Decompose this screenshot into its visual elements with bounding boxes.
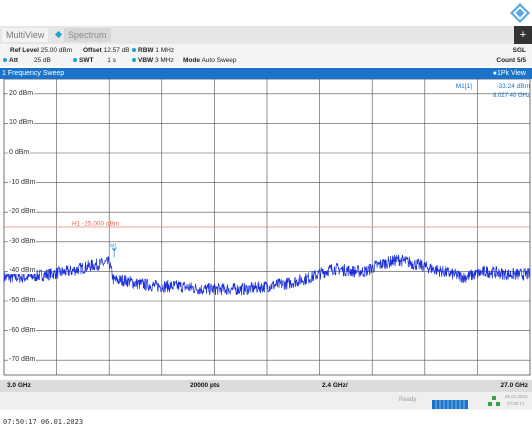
- coupled-indicator-icon: [73, 58, 77, 63]
- sweep-points: 20000 pts: [190, 382, 220, 389]
- window-title-bar[interactable]: 1 Frequency Sweep ●1Pk View: [0, 68, 532, 79]
- window-title: 1 Frequency Sweep: [2, 70, 65, 77]
- tab-bar: MultiView Spectrum: [0, 26, 532, 44]
- status-bar: Ready 06.01.2023 07:50:17: [0, 392, 532, 410]
- plus-icon: +: [519, 29, 527, 41]
- trace-icon: ●: [492, 70, 497, 77]
- y-tick-label: 10 dBm: [8, 119, 35, 127]
- spectrum-plot[interactable]: H1 -25.000 dBm M1 20 dBm 10 dBm 0 dBm -10 d…: [0, 78, 532, 379]
- ready-status: Ready: [399, 397, 417, 403]
- measurement-parameters: Ref Level 25.00 dBm Offset 12.57 dB RBW …: [0, 44, 532, 66]
- y-tick-label: -60 dBm: [8, 326, 37, 334]
- y-tick-label: 0 dBm: [8, 149, 31, 156]
- stop-frequency: 27.0 GHz: [500, 382, 528, 389]
- y-tick-label: -20 dBm: [8, 208, 37, 216]
- tab-multiview[interactable]: MultiView: [2, 28, 49, 42]
- trace-line: [3, 254, 531, 296]
- threshold-label: H1 -25.000 dBm: [72, 221, 119, 228]
- y-tick-label: -40 dBm: [8, 267, 37, 275]
- frequency-axis-bar: 3.0 GHz 20000 pts 2.4 GHz/ 27.0 GHz: [0, 380, 532, 392]
- marker-frequency: 8.027 40 GHz: [492, 93, 530, 99]
- screenshot-timestamp: 07:50:17 06.01.2023: [3, 418, 84, 426]
- trace-1: [3, 254, 531, 296]
- active-tab-indicator-icon: [55, 31, 62, 38]
- marker-label: M1: [110, 243, 117, 249]
- y-tick-label: -10 dBm: [8, 178, 37, 186]
- y-tick-label: -30 dBm: [8, 237, 37, 245]
- threshold-line-h1: H1 -25.000 dBm: [4, 221, 530, 228]
- coupled-indicator-icon: [3, 58, 7, 63]
- status-time: 07:50:17: [507, 401, 525, 406]
- trace-view-label: ●1Pk View: [492, 70, 526, 77]
- marker-m1: M1: [110, 243, 117, 258]
- y-tick-label: 20 dBm: [8, 89, 35, 97]
- attenuation[interactable]: Att 25 dB: [2, 57, 51, 64]
- marker-triangle: [111, 248, 117, 252]
- single-sweep-indicator: SGL: [512, 47, 526, 54]
- status-date: 06.01.2023: [505, 394, 528, 399]
- sweep-mode[interactable]: Mode Auto Sweep: [183, 57, 237, 64]
- sweep-count: Count 5/5: [496, 57, 526, 64]
- coupled-indicator-icon: [132, 48, 136, 53]
- coupled-indicator-icon: [132, 58, 136, 63]
- progress-bar: [432, 396, 468, 409]
- offset[interactable]: Offset 12.57 dB: [83, 47, 130, 54]
- network-icon: [488, 396, 500, 406]
- rohde-schwarz-logo-icon: [510, 3, 530, 23]
- vbw[interactable]: VBW 3 MHz: [131, 57, 174, 64]
- progress-bar-segments-icon: [432, 400, 468, 409]
- span-per-division: 2.4 GHz/: [322, 382, 348, 389]
- y-tick-label: -50 dBm: [8, 297, 37, 304]
- ref-level[interactable]: Ref Level 25.00 dBm: [10, 47, 73, 54]
- marker-level: -33.24 dBm: [496, 83, 530, 90]
- sweep-time[interactable]: SWT 1 s: [72, 57, 116, 64]
- spectrum-plot-svg: H1 -25.000 dBm M1: [3, 78, 531, 376]
- tab-spectrum[interactable]: Spectrum: [64, 28, 111, 42]
- y-tick-label: -70 dBm: [8, 356, 37, 364]
- start-frequency: 3.0 GHz: [7, 382, 31, 389]
- rbw[interactable]: RBW 1 MHz: [131, 47, 174, 54]
- marker-name: M1[1]: [455, 83, 472, 90]
- add-window-button[interactable]: +: [514, 26, 532, 44]
